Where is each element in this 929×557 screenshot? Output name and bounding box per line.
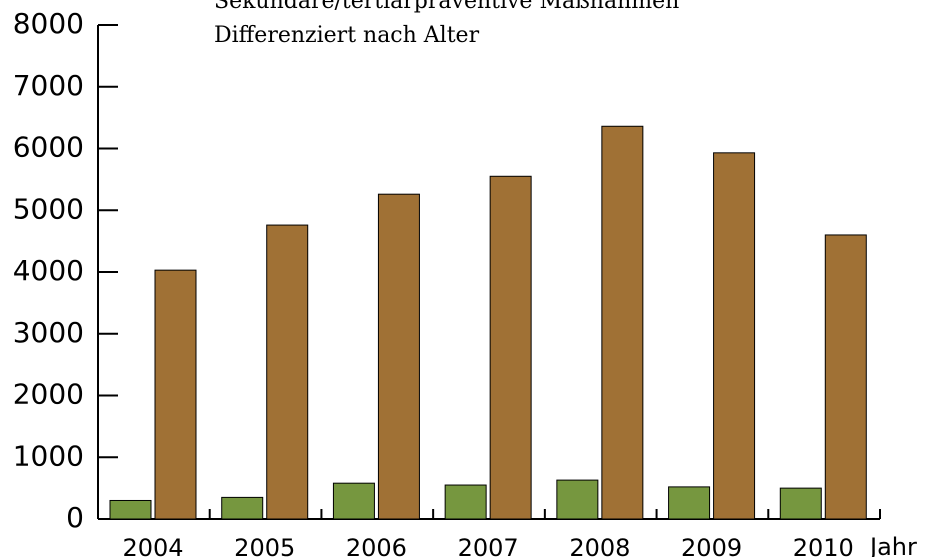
- bar: [556, 479, 599, 520]
- y-tick-label: 4000: [13, 254, 84, 287]
- y-tick-label: 3000: [13, 316, 84, 349]
- x-tick-label: 2007: [458, 534, 519, 557]
- y-tick-label: 7000: [13, 69, 84, 102]
- x-tick-label: 2006: [346, 534, 407, 557]
- x-axis-label: Jahr: [868, 533, 917, 557]
- bar: [377, 193, 420, 520]
- bar: [824, 234, 867, 520]
- x-tick-label: 2004: [122, 534, 183, 557]
- bar: [221, 496, 264, 520]
- bar: [154, 269, 197, 520]
- y-tick-label: 8000: [13, 7, 84, 40]
- x-tick-label: 2009: [681, 534, 742, 557]
- bar: [668, 486, 711, 520]
- bar: [444, 484, 487, 520]
- bar: [332, 482, 375, 520]
- bar: [489, 175, 532, 520]
- bar: [601, 125, 644, 520]
- y-tick-label: 5000: [13, 192, 84, 225]
- bar: [779, 487, 822, 520]
- bar: [266, 224, 309, 520]
- y-tick-label: 0: [66, 501, 84, 534]
- x-tick-label: 2005: [234, 534, 295, 557]
- chart-subtitle: Differenziert nach Alter: [214, 23, 480, 48]
- chart-title: Sekundäre/tertiärpräventive Maßnahmen: [214, 0, 679, 14]
- y-tick-label: 6000: [13, 131, 84, 164]
- y-tick-label: 1000: [13, 439, 84, 472]
- x-tick-label: 2008: [569, 534, 630, 557]
- bar: [109, 499, 152, 520]
- y-tick-label: 2000: [13, 378, 84, 411]
- bar: [713, 152, 756, 520]
- x-tick-label: 2010: [793, 534, 854, 557]
